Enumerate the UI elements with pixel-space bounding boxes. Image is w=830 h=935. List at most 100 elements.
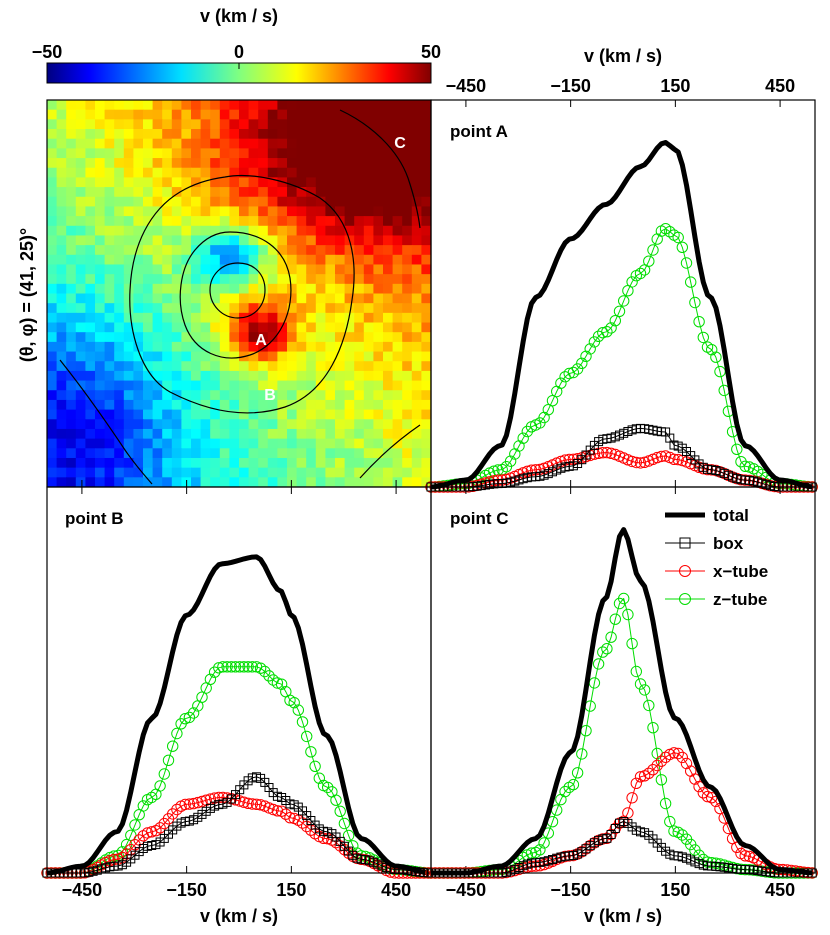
map-cell — [277, 361, 288, 372]
map-cell — [354, 129, 365, 140]
map-cell — [306, 303, 317, 314]
map-cell — [354, 399, 365, 411]
map-cell — [123, 341, 134, 353]
map-cell — [75, 293, 86, 304]
map-cell — [171, 419, 182, 430]
map-cell — [267, 380, 278, 391]
map-cell — [75, 100, 86, 111]
map-cell — [335, 274, 346, 285]
map-cell — [191, 332, 202, 343]
map-cell — [66, 341, 77, 353]
map-cell — [402, 100, 413, 111]
map-cell — [95, 351, 106, 362]
map-cell — [104, 312, 115, 324]
series-line — [431, 598, 813, 874]
map-cell — [56, 119, 67, 130]
map-cell — [95, 254, 106, 266]
x-tick-label: 450 — [381, 880, 411, 900]
map-cell — [47, 148, 58, 159]
map-cell — [75, 225, 86, 237]
map-cell — [133, 109, 144, 120]
map-cell — [306, 167, 317, 179]
map-cell — [402, 361, 413, 372]
map-cell — [229, 167, 240, 179]
map-cell — [373, 399, 384, 411]
map-cell — [104, 370, 115, 382]
map-cell — [47, 322, 58, 333]
map-cell — [181, 428, 192, 440]
map-cell — [171, 351, 182, 362]
map-cell — [47, 351, 58, 362]
map-cell — [363, 109, 374, 120]
map-cell — [152, 448, 163, 459]
map-cell — [421, 428, 431, 440]
map-cell — [411, 303, 422, 314]
map-cell — [325, 225, 336, 237]
map-cell — [258, 361, 269, 372]
map-cell — [229, 177, 240, 188]
map-cell — [47, 438, 58, 449]
data-point — [171, 727, 183, 740]
map-cell — [306, 119, 317, 130]
map-cell — [56, 467, 67, 478]
map-cell — [210, 129, 221, 140]
map-cell — [191, 399, 202, 411]
series-line — [430, 228, 813, 488]
map-cell — [267, 148, 278, 159]
map-cell — [325, 206, 336, 217]
map-cell — [104, 119, 115, 130]
map-cell — [229, 100, 240, 111]
map-cell — [373, 361, 384, 372]
map-cell — [143, 332, 154, 343]
map-cell — [392, 380, 403, 391]
data-point — [634, 678, 647, 690]
map-cell — [363, 448, 374, 459]
map-cell — [210, 187, 221, 198]
map-cell — [56, 438, 67, 449]
map-cell — [411, 196, 422, 208]
data-point — [680, 257, 693, 269]
map-cell — [325, 100, 336, 111]
map-cell — [47, 225, 58, 237]
map-cell — [47, 206, 58, 217]
map-cell — [363, 177, 374, 188]
map-cell — [296, 312, 307, 324]
map-cell — [47, 274, 58, 285]
map-cell — [171, 467, 182, 478]
map-cell — [373, 351, 384, 362]
map-cell — [104, 419, 115, 430]
map-cell — [402, 380, 413, 391]
map-cell — [114, 293, 125, 304]
map-cell — [95, 187, 106, 198]
x-tick-label: −150 — [550, 76, 591, 96]
map-cell — [306, 216, 317, 227]
map-cell — [248, 293, 259, 304]
map-cell — [47, 399, 58, 411]
map-cell — [56, 274, 67, 285]
map-cell — [152, 293, 163, 304]
map-cell — [258, 283, 269, 295]
map-cell — [219, 428, 230, 440]
map-cell — [114, 283, 125, 295]
map-cell — [104, 100, 115, 111]
map-cell — [287, 283, 298, 295]
map-cell — [171, 380, 182, 391]
velocity-map-panel: A B C (θ, φ) = (41, 25)° — [17, 100, 431, 487]
map-cell — [85, 254, 96, 266]
map-cell — [123, 419, 134, 430]
map-cell — [392, 216, 403, 227]
map-cell — [239, 119, 250, 130]
map-cell — [354, 225, 365, 237]
map-cell — [104, 187, 115, 198]
map-cell — [373, 457, 384, 469]
map-cell — [114, 100, 125, 111]
map-cell — [344, 467, 355, 478]
data-point — [618, 592, 630, 605]
map-cell — [219, 312, 230, 324]
map-cell — [421, 361, 431, 372]
map-cell — [210, 245, 221, 256]
map-cell — [66, 428, 77, 440]
map-cell — [181, 148, 192, 159]
map-cell — [335, 206, 346, 217]
map-cell — [354, 274, 365, 285]
